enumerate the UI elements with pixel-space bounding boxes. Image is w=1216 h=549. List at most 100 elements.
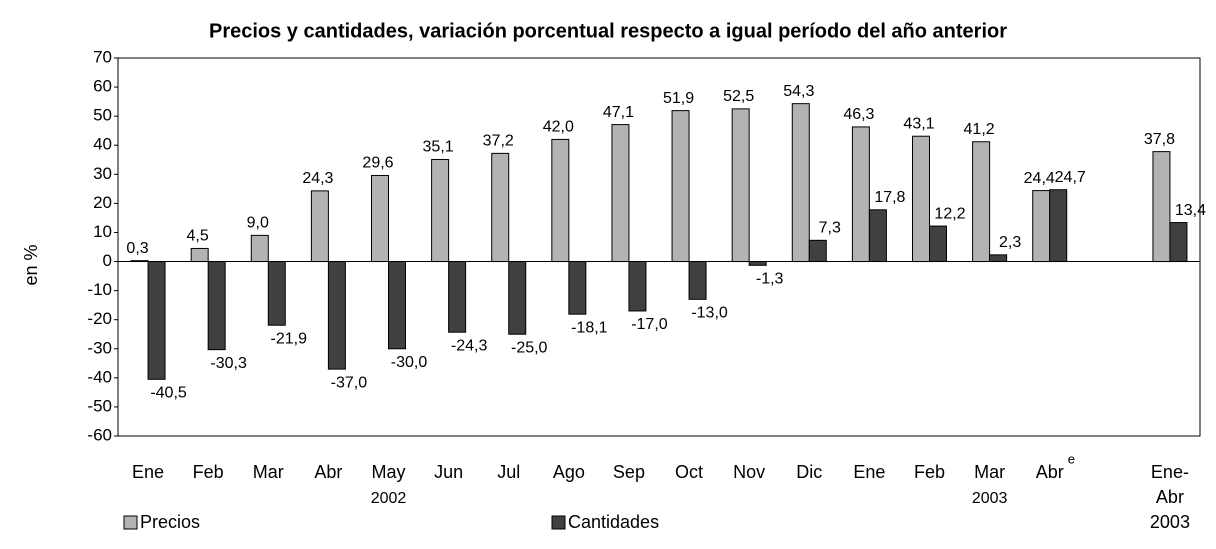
bar — [912, 135, 930, 263]
bar — [448, 261, 467, 333]
value-label: -30,3 — [210, 355, 247, 372]
x-tick-label: Abr — [1035, 462, 1064, 482]
y-tick-label: -60 — [87, 425, 112, 444]
x-tick-label: Mar — [974, 462, 1006, 482]
y-tick-label: -20 — [87, 309, 112, 328]
y-tick-label: -50 — [87, 396, 112, 415]
bar — [611, 124, 630, 263]
value-label: 4,5 — [187, 228, 209, 245]
x-tick-label: May — [371, 462, 406, 482]
bar — [671, 110, 690, 263]
legend-label: Precios — [140, 512, 200, 532]
x-tick-label-box: Abr — [1035, 462, 1064, 482]
x-tick-label: Ene — [132, 462, 165, 482]
bar — [868, 209, 887, 263]
bar — [929, 225, 947, 263]
x-tick-label-box: Feb — [913, 462, 946, 482]
value-label: 42,0 — [543, 119, 574, 136]
value-label: 24,7 — [1055, 169, 1086, 186]
y-tick-label: 0 — [103, 251, 112, 270]
value-label: -1,3 — [756, 271, 784, 288]
x-tick-label-box: Ago — [552, 462, 585, 482]
x-tick-label: Jul — [497, 462, 521, 482]
bar — [551, 138, 570, 263]
value-label: 37,8 — [1144, 131, 1175, 148]
x-tick-label-box: May — [371, 462, 406, 482]
value-label: 52,5 — [723, 88, 754, 105]
legend-label: Cantidades — [568, 512, 659, 532]
value-label: -18,1 — [571, 319, 608, 336]
category-superscript: e — [1068, 451, 1075, 466]
x-tick-label-box: Ene-Abr 2003 — [1149, 462, 1190, 532]
value-label: -25,0 — [511, 339, 548, 356]
x-tick-label: Ago — [552, 462, 585, 482]
bar — [688, 261, 707, 300]
value-label: 54,3 — [783, 83, 814, 100]
y-tick-label: 30 — [93, 164, 112, 183]
x-tick-label: Oct — [675, 462, 704, 482]
y-tick-label: -40 — [87, 367, 112, 386]
value-label: -40,5 — [150, 385, 187, 402]
x-tick-label-box: Mar — [974, 462, 1006, 482]
value-label: -21,9 — [271, 330, 308, 347]
group-label: 2002 — [371, 490, 407, 507]
value-label: 47,1 — [603, 104, 634, 121]
x-tick-label: Mar — [252, 462, 284, 482]
value-label: 46,3 — [843, 106, 874, 123]
bar — [431, 158, 450, 263]
x-tick-label: Jun — [434, 462, 464, 482]
x-tick-label-box: Sep — [613, 462, 645, 482]
value-label: 13,4 — [1175, 202, 1206, 219]
x-tick-label-box: Feb — [192, 462, 224, 482]
x-tick-label: Abr — [314, 462, 343, 482]
x-tick-label: Feb — [192, 462, 224, 482]
y-tick-label: 10 — [93, 222, 112, 241]
x-tick-label-box: Oct — [675, 462, 704, 482]
bar — [628, 261, 647, 312]
bar — [250, 234, 269, 263]
value-label: 2,3 — [999, 234, 1021, 251]
bar — [989, 254, 1008, 263]
x-tick-label: Ene-Abr 2003 — [1149, 462, 1190, 532]
value-label: 35,1 — [423, 139, 454, 156]
y-axis-label: en % — [21, 244, 41, 285]
x-tick-label-box: Abr — [314, 462, 343, 482]
bar — [731, 108, 750, 263]
x-tick-label: Feb — [913, 462, 946, 482]
x-tick-label-box: Nov — [733, 462, 766, 482]
bar — [791, 103, 810, 263]
value-label: -30,0 — [391, 354, 428, 371]
plot-frame — [117, 57, 1201, 437]
value-label: 0,3 — [126, 240, 148, 257]
x-tick-label-box: Jul — [497, 462, 521, 482]
legend-swatch — [551, 515, 566, 530]
bar — [1049, 189, 1068, 263]
y-tick-label: 20 — [93, 193, 112, 212]
bar — [371, 174, 389, 263]
value-label: 12,2 — [934, 205, 965, 222]
y-tick-label: 70 — [93, 47, 112, 66]
x-tick-label: Dic — [796, 462, 823, 482]
bar — [748, 261, 767, 266]
bar — [310, 190, 329, 263]
value-label: -17,0 — [631, 316, 668, 333]
bar — [1032, 190, 1051, 263]
bar — [508, 261, 527, 335]
x-tick-label: Ene — [853, 462, 886, 482]
bar — [267, 261, 286, 326]
value-label: -13,0 — [691, 305, 728, 322]
value-label: 43,1 — [903, 115, 934, 132]
legend-swatch — [123, 515, 138, 530]
bar — [207, 261, 226, 351]
bar — [568, 261, 587, 315]
value-label: 7,3 — [819, 220, 841, 237]
group-label: 2003 — [972, 490, 1008, 507]
y-tick-label: 50 — [93, 106, 112, 125]
bar — [147, 261, 166, 380]
value-label: 41,2 — [964, 121, 995, 138]
bar — [851, 126, 870, 263]
value-label: 24,4 — [1024, 170, 1055, 187]
value-label: 37,2 — [483, 133, 514, 150]
x-tick-label: Nov — [733, 462, 766, 482]
